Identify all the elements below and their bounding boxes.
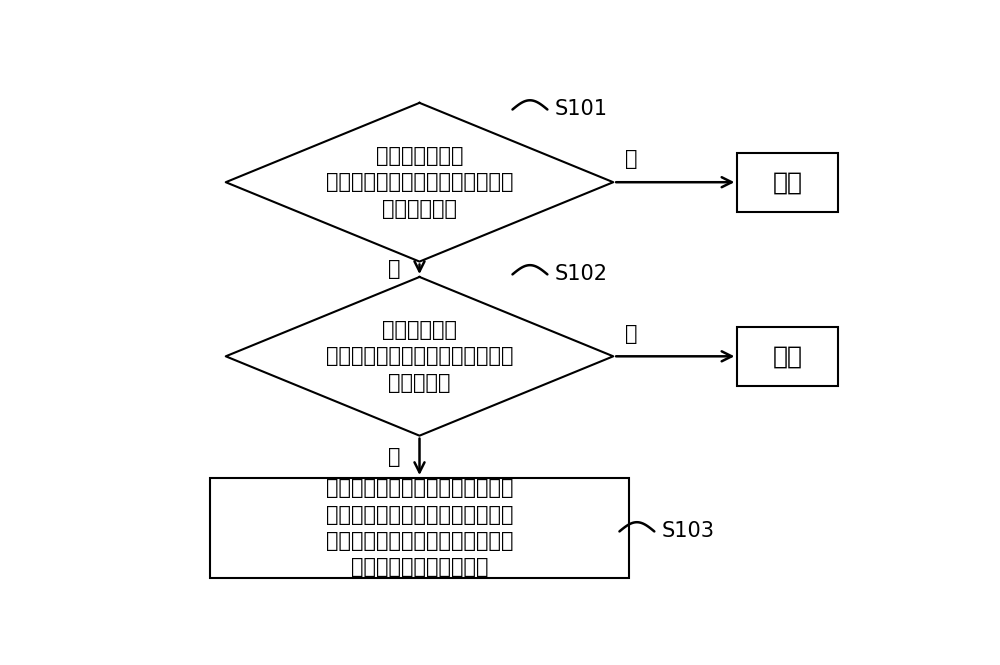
Text: S101: S101: [555, 100, 608, 120]
Text: 结束: 结束: [773, 344, 803, 368]
Text: 是: 是: [388, 259, 400, 279]
Bar: [210, 478, 629, 578]
Text: 将接收到的所有设备指纹以及本地
的设备指纹上传至云端服务器，以
使所述云端服务器根据所述设备指
纹确定每个终端的风险性: 将接收到的所有设备指纹以及本地 的设备指纹上传至云端服务器，以 使所述云端服务器…: [326, 478, 513, 577]
Bar: [737, 153, 838, 211]
Text: 检测是否接收到
至少一个周围的终端发送的包含设
备指纹的信号: 检测是否接收到 至少一个周围的终端发送的包含设 备指纹的信号: [326, 146, 513, 219]
Text: S102: S102: [555, 265, 608, 285]
Polygon shape: [226, 103, 613, 261]
Text: 是: 是: [388, 447, 400, 467]
Text: 否: 否: [625, 150, 637, 170]
Text: 判断在对所述
信号的暂存时间段内预设上传条件
是否被满足: 判断在对所述 信号的暂存时间段内预设上传条件 是否被满足: [326, 320, 513, 393]
Text: 否: 否: [625, 323, 637, 344]
Bar: [737, 327, 838, 386]
Polygon shape: [226, 277, 613, 436]
Text: S103: S103: [662, 521, 715, 541]
Text: 结束: 结束: [773, 170, 803, 194]
